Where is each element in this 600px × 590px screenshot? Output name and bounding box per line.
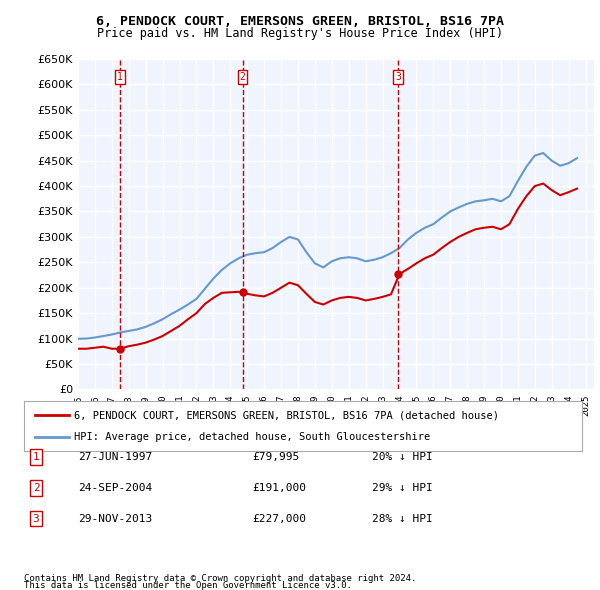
Text: 1: 1 [117, 72, 123, 82]
Text: 6, PENDOCK COURT, EMERSONS GREEN, BRISTOL, BS16 7PA (detached house): 6, PENDOCK COURT, EMERSONS GREEN, BRISTO… [74, 410, 499, 420]
Text: 3: 3 [32, 514, 40, 523]
Text: 29-NOV-2013: 29-NOV-2013 [78, 514, 152, 523]
Text: 1: 1 [32, 453, 40, 462]
Text: Price paid vs. HM Land Registry's House Price Index (HPI): Price paid vs. HM Land Registry's House … [97, 27, 503, 40]
Text: £191,000: £191,000 [252, 483, 306, 493]
Text: 2: 2 [239, 72, 245, 82]
Text: 2: 2 [32, 483, 40, 493]
Text: 3: 3 [395, 72, 401, 82]
Text: 6, PENDOCK COURT, EMERSONS GREEN, BRISTOL, BS16 7PA: 6, PENDOCK COURT, EMERSONS GREEN, BRISTO… [96, 15, 504, 28]
Text: 24-SEP-2004: 24-SEP-2004 [78, 483, 152, 493]
Text: 28% ↓ HPI: 28% ↓ HPI [372, 514, 433, 523]
Text: This data is licensed under the Open Government Licence v3.0.: This data is licensed under the Open Gov… [24, 581, 352, 590]
Text: Contains HM Land Registry data © Crown copyright and database right 2024.: Contains HM Land Registry data © Crown c… [24, 574, 416, 583]
Text: £79,995: £79,995 [252, 453, 299, 462]
Text: 29% ↓ HPI: 29% ↓ HPI [372, 483, 433, 493]
Text: £227,000: £227,000 [252, 514, 306, 523]
Text: HPI: Average price, detached house, South Gloucestershire: HPI: Average price, detached house, Sout… [74, 432, 430, 442]
Text: 27-JUN-1997: 27-JUN-1997 [78, 453, 152, 462]
Text: 20% ↓ HPI: 20% ↓ HPI [372, 453, 433, 462]
